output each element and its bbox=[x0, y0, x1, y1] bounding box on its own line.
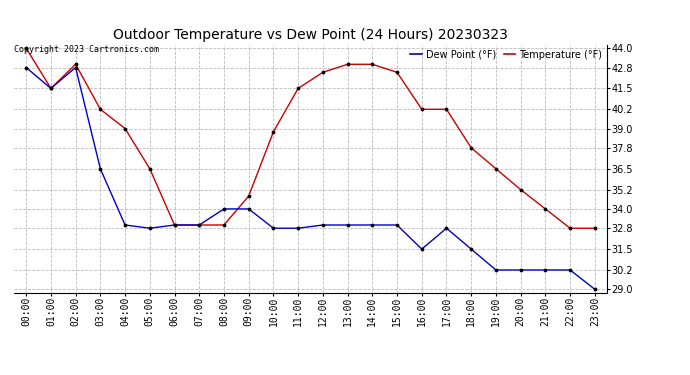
Legend: Dew Point (°F), Temperature (°F): Dew Point (°F), Temperature (°F) bbox=[410, 50, 602, 60]
Title: Outdoor Temperature vs Dew Point (24 Hours) 20230323: Outdoor Temperature vs Dew Point (24 Hou… bbox=[113, 28, 508, 42]
Text: Copyright 2023 Cartronics.com: Copyright 2023 Cartronics.com bbox=[14, 45, 159, 54]
